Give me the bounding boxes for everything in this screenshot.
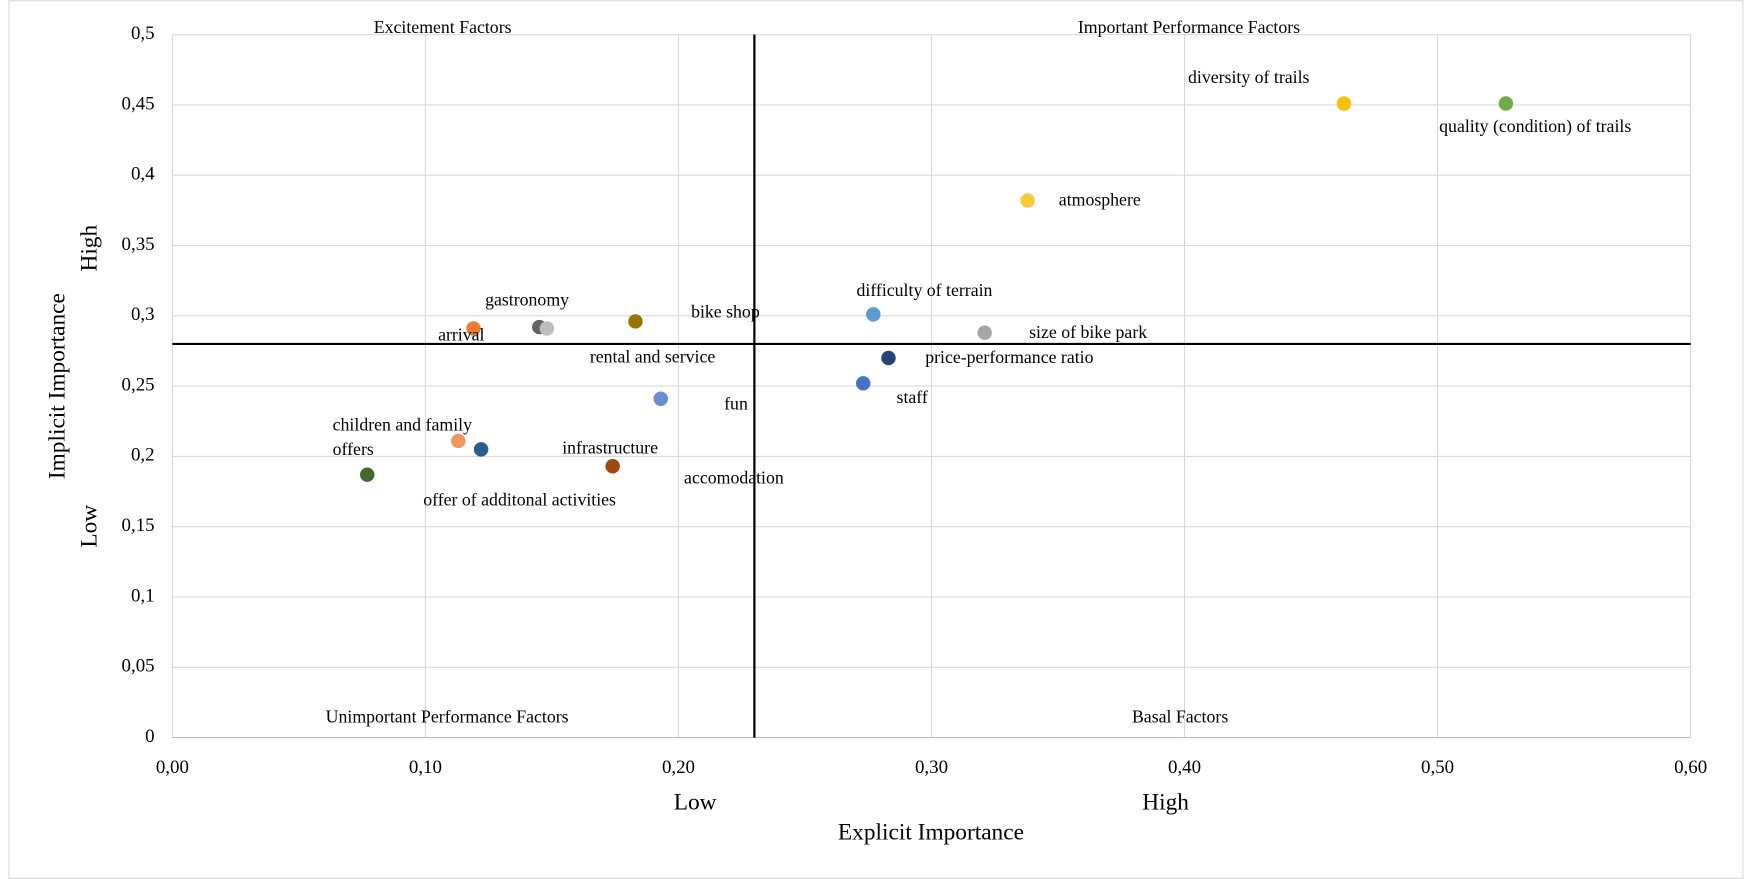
data-point <box>1020 193 1034 207</box>
point-label: diversity of trails <box>1188 67 1310 87</box>
x-tick-label: 0,00 <box>156 757 189 778</box>
data-point <box>977 325 991 339</box>
chart: 0 0,05 0,1 0,15 0,2 0,25 0,3 0,35 0,4 0,45 0,5 0,00… <box>0 0 1744 879</box>
data-point <box>866 307 880 321</box>
point-label: price-performance ratio <box>925 347 1093 367</box>
quadrant-label: Important Performance Factors <box>1078 17 1300 37</box>
x-tick-label: 0,60 <box>1674 757 1707 778</box>
x-tick-label: 0,20 <box>662 757 695 778</box>
quadrant-label: Basal Factors <box>1132 707 1228 727</box>
y-tick-label: 0,5 <box>131 23 155 44</box>
y-tick-label: 0,45 <box>122 93 155 114</box>
data-point <box>856 376 870 390</box>
y-tick-label: 0,4 <box>131 164 155 185</box>
data-point <box>654 392 668 406</box>
y-tick-label: 0,2 <box>131 445 155 466</box>
y-tick-label: 0,15 <box>122 515 155 536</box>
point-label: difficulty of terrain <box>856 280 992 300</box>
point-label: atmosphere <box>1059 190 1141 210</box>
quadrant-label: Excitement Factors <box>374 17 512 37</box>
data-point <box>474 442 488 456</box>
point-label: gastronomy <box>485 290 569 310</box>
data-point <box>605 459 619 473</box>
point-label: fun <box>724 394 748 414</box>
data-point <box>1337 96 1351 110</box>
y-tick-label: 0 <box>145 726 154 747</box>
y-axis-title: Implicit Importance <box>44 293 70 479</box>
point-label: size of bike park <box>1029 322 1147 342</box>
point-label-box: children and family offers <box>333 414 511 470</box>
y-tick-label: 0,25 <box>122 374 155 395</box>
x-tick-label: 0,50 <box>1421 757 1454 778</box>
point-label: rental and service <box>590 347 715 367</box>
data-point <box>360 467 374 481</box>
point-label: accomodation <box>684 468 784 488</box>
y-sublabel: Low <box>77 505 103 548</box>
point-label: arrival <box>438 324 484 344</box>
data-point <box>540 321 554 335</box>
x-sublabel: Low <box>674 790 717 816</box>
point-label: infrastructure <box>562 437 658 457</box>
point-label: bike shop <box>691 302 760 322</box>
quadrant-label: Unimportant Performance Factors <box>326 707 569 727</box>
data-point <box>1499 96 1513 110</box>
x-tick-label: 0,10 <box>409 757 442 778</box>
point-label: staff <box>897 387 928 407</box>
x-tick-label: 0,30 <box>915 757 948 778</box>
y-tick-label: 0,1 <box>131 585 155 606</box>
data-point <box>628 314 642 328</box>
y-tick-label: 0,3 <box>131 304 155 325</box>
x-axis-title: Explicit Importance <box>838 820 1024 846</box>
point-label: offer of additonal activities <box>423 489 616 509</box>
data-point <box>881 351 895 365</box>
point-label: quality (condition) of trails <box>1439 116 1631 137</box>
y-sublabel: High <box>77 225 103 272</box>
y-tick-label: 0,05 <box>122 656 155 677</box>
x-sublabel: High <box>1142 790 1189 816</box>
x-tick-label: 0,40 <box>1168 757 1201 778</box>
y-tick-label: 0,35 <box>122 234 155 255</box>
